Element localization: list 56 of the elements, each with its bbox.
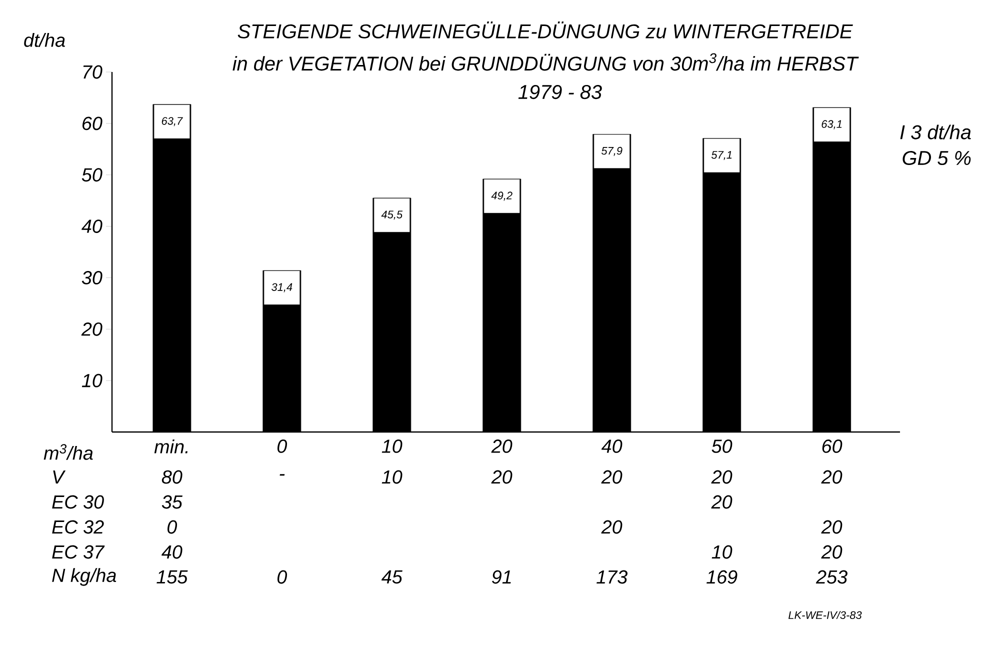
text: 45 (382, 570, 402, 584)
y-tick-label: 50 (82, 168, 102, 182)
annotation: 1979 - 83 (518, 84, 602, 100)
y-tick-label: 10 (82, 374, 102, 388)
text: 20 (821, 545, 842, 559)
data-label: 63,7 (162, 117, 183, 126)
text: 155 (156, 570, 188, 584)
data-label: 57,1 (711, 151, 732, 160)
data-label: 63,1 (822, 120, 842, 130)
text: LK-WE-IV/3-83 (788, 610, 862, 620)
y-tick-label: 40 (82, 220, 102, 233)
x-tick-label: 50 (712, 440, 732, 453)
text: 35 (162, 495, 182, 509)
x-tick-label: 10 (382, 440, 402, 453)
x-tick-label: 20 (491, 440, 512, 453)
y-tick-label: 30 (82, 271, 102, 284)
text: 20 (711, 470, 732, 484)
x-tick-label: min. (154, 440, 188, 454)
category-label: V (53, 470, 66, 484)
category-label: N kg/ha (52, 568, 116, 586)
text: 0 (277, 570, 288, 584)
data-label: 57,9 (601, 146, 622, 156)
chart-title: STEIGENDE SCHWEINEGÜLLE-DÜNGUNG zu WINTERGETREIDE (238, 22, 853, 38)
category-label: EC 37 (52, 545, 105, 559)
text: 40 (162, 545, 182, 559)
text: - (280, 474, 285, 476)
text: GD 5 % (902, 150, 971, 166)
text: 20 (601, 520, 622, 534)
category-label: EC 30 (52, 495, 104, 509)
y-tick-label: 70 (83, 65, 102, 79)
y-tick-label: 60 (82, 116, 102, 130)
y-tick-label: 20 (81, 322, 102, 336)
x-tick-label: 60 (822, 440, 842, 453)
x-tick-label: 40 (601, 440, 622, 453)
y-axis-title: dt/ha (24, 33, 65, 47)
data-label: 31,4 (272, 283, 292, 292)
text: 169 (706, 570, 738, 584)
text: 0 (168, 520, 178, 534)
text: 173 (596, 570, 628, 584)
text: 20 (821, 520, 842, 534)
x-axis-title: m$^{3}$/ha (44, 444, 93, 460)
category-label: EC 32 (52, 520, 104, 534)
text: I 3 dt/ha (900, 124, 971, 140)
chart-subtitle: in der VEGETATION bei GRUNDDÜNGUNG von 30m$^{3}$/ha im HERBST (232, 53, 859, 71)
x-tick-label: 0 (277, 440, 288, 453)
data-label: 45,5 (381, 210, 403, 220)
data-label: 49,2 (491, 192, 512, 201)
text: 253 (816, 570, 848, 584)
text: 10 (382, 470, 402, 484)
text: 91 (492, 570, 511, 584)
text: 10 (712, 545, 732, 559)
text: 20 (601, 470, 622, 484)
text: 80 (162, 470, 182, 484)
text: 20 (821, 470, 842, 484)
text: 20 (711, 495, 732, 509)
text: 20 (491, 470, 512, 484)
